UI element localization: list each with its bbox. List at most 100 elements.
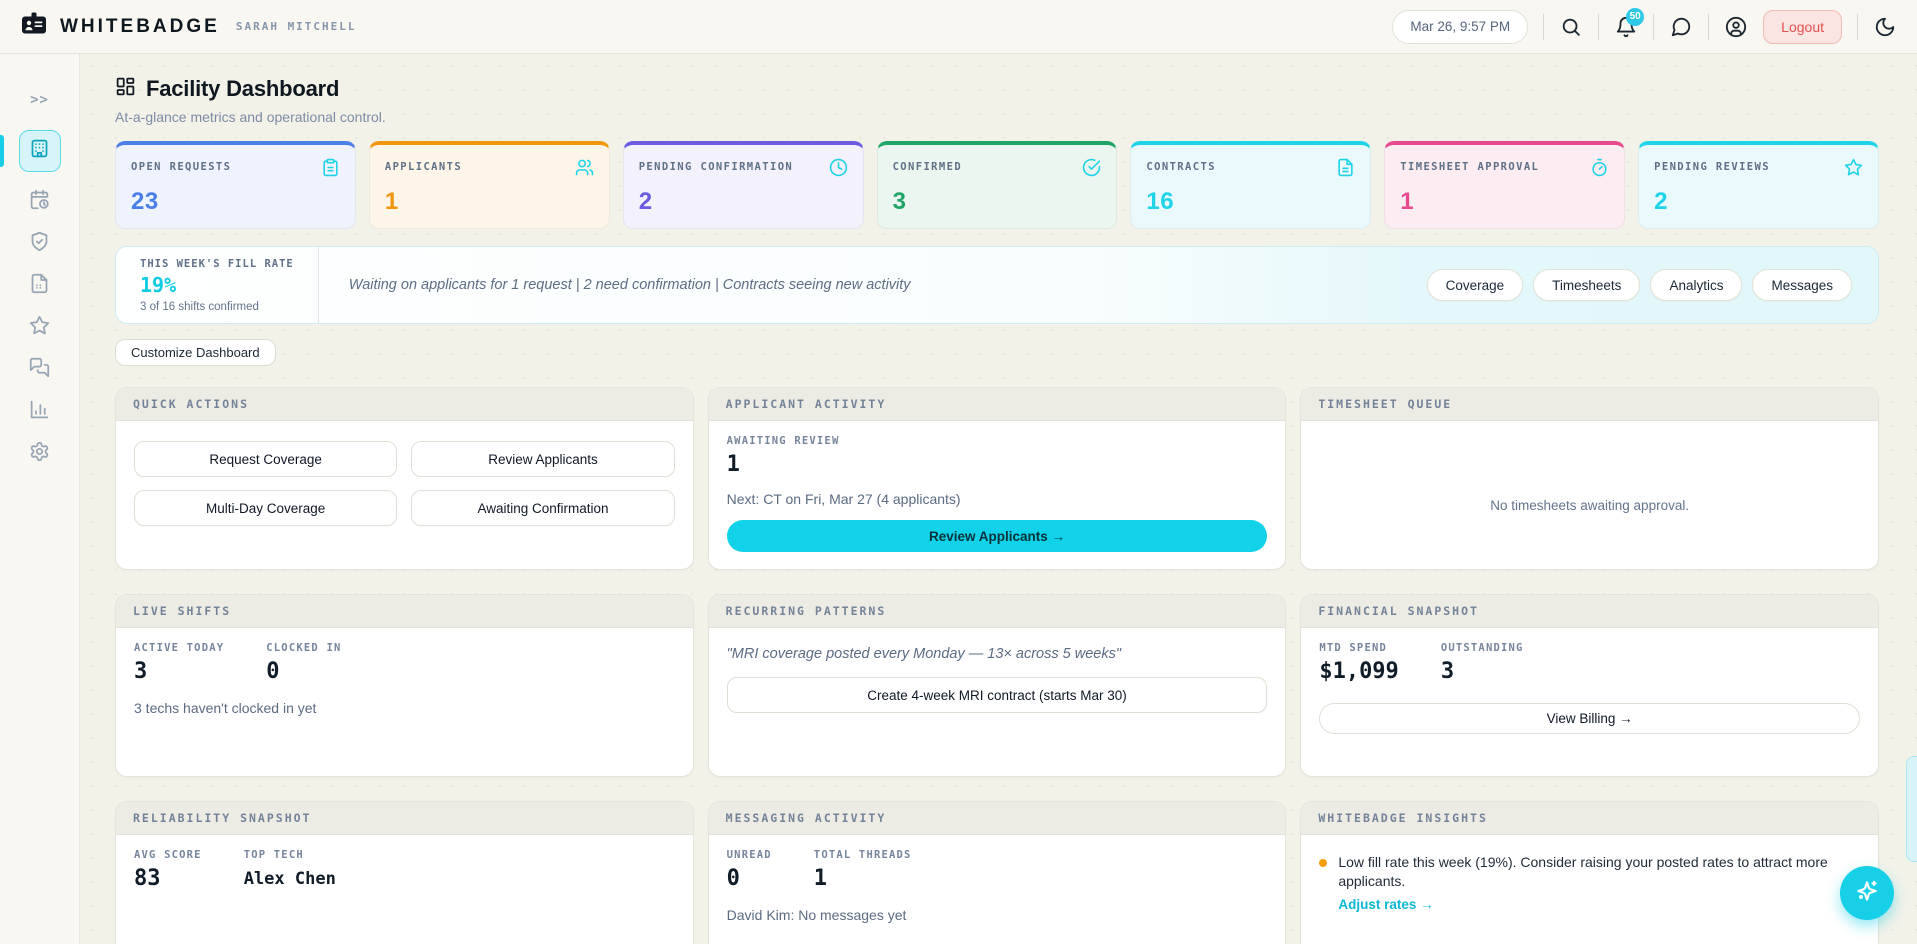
latest-thread-note: David Kim: No messages yet [726, 907, 907, 923]
insights-card: WHITEBADGE INSIGHTS Low fill rate this w… [1300, 801, 1879, 944]
settings-icon [29, 441, 50, 467]
create-contract-button[interactable]: Create 4-week MRI contract (starts Mar 3… [726, 677, 1268, 713]
divider [317, 247, 319, 323]
awaiting-confirmation-button[interactable]: Awaiting Confirmation [411, 490, 675, 526]
fill-rate-message: Waiting on applicants for 1 request | 2 … [348, 277, 911, 293]
stat-label: APPLICANTS [384, 161, 463, 173]
stat-card-pending-reviews[interactable]: PENDING REVIEWS 2 [1638, 141, 1879, 229]
timesheet-queue-card: TIMESHEET QUEUE No timesheets awaiting a… [1300, 387, 1879, 570]
card-title: APPLICANT ACTIVITY [708, 388, 1286, 421]
stat-card-contracts[interactable]: CONTRACTS 16 [1130, 141, 1372, 229]
review-applicants-button[interactable]: Review Applicants [411, 441, 675, 477]
sidebar-item-documents[interactable] [20, 273, 60, 298]
timesheets-link[interactable]: Timesheets [1533, 269, 1641, 301]
dashboard-grid-icon [115, 76, 136, 102]
stopwatch-icon [1590, 158, 1609, 182]
stat-value: 1 [384, 188, 399, 215]
sidebar-item-settings[interactable] [20, 441, 60, 467]
stat-label: CONFIRMED [892, 161, 963, 173]
stat-card-pending-confirmation[interactable]: PENDING CONFIRMATION 2 [622, 141, 864, 229]
sidebar-item-messages[interactable] [20, 357, 60, 383]
pattern-quote: "MRI coverage posted every Monday — 13× … [726, 646, 1121, 662]
cards-grid: QUICK ACTIONS Request Coverage Review Ap… [115, 387, 1879, 944]
page-subtitle: At-a-glance metrics and operational cont… [115, 109, 386, 125]
review-applicants-cta[interactable]: Review Applicants → [726, 520, 1268, 552]
sparkles-icon [1854, 878, 1880, 909]
right-edge-drawer-handle[interactable] [1906, 756, 1917, 862]
next-shift-note: Next: CT on Fri, Mar 27 (4 applicants) [726, 491, 961, 507]
view-billing-button[interactable]: View Billing → [1319, 703, 1860, 734]
calendar-clock-icon [29, 189, 50, 215]
stat-value: 2 [638, 188, 653, 215]
card-title: QUICK ACTIONS [116, 388, 693, 421]
users-icon [575, 158, 594, 182]
stat-card-timesheet-approval[interactable]: TIMESHEET APPROVAL 1 [1384, 141, 1626, 229]
star-icon [1844, 158, 1863, 182]
fill-rate-banner: THIS WEEK'S FILL RATE 19% 3 of 16 shifts… [115, 246, 1879, 324]
file-text-icon [1336, 158, 1355, 182]
card-title: LIVE SHIFTS [116, 595, 693, 628]
card-title: TIMESHEET QUEUE [1301, 388, 1878, 421]
coverage-link[interactable]: Coverage [1426, 269, 1524, 301]
stat-value: 23 [131, 188, 159, 215]
messaging-activity-card: MESSAGING ACTIVITY UNREAD 0 TOTAL THREAD… [707, 801, 1287, 944]
sidebar-item-reviews[interactable] [20, 315, 60, 340]
search-icon[interactable] [1559, 15, 1583, 39]
multi-day-coverage-button[interactable]: Multi-Day Coverage [134, 490, 398, 526]
stat-value: 1 [1400, 188, 1415, 215]
sidebar-item-analytics[interactable] [20, 400, 60, 424]
notification-badge: 50 [1626, 7, 1645, 26]
stat-value: 3 [892, 188, 907, 215]
clock-icon [829, 158, 848, 182]
analytics-link[interactable]: Analytics [1650, 269, 1743, 301]
messages-icon [29, 357, 50, 383]
fill-rate-value: 19% [140, 273, 177, 297]
stat-label: PENDING CONFIRMATION [638, 161, 794, 173]
top-tech-stat: TOP TECH Alex Chen [243, 849, 336, 889]
sidebar-item-schedule[interactable] [20, 189, 60, 215]
bell-icon[interactable]: 50 [1614, 7, 1645, 39]
logout-button[interactable]: Logout [1763, 9, 1842, 44]
badge-logo-icon [20, 11, 48, 42]
outstanding-stat: OUTSTANDING 3 [1440, 642, 1524, 684]
assistant-fab-button[interactable] [1840, 866, 1894, 920]
avg-score-stat: AVG SCORE 83 [134, 849, 202, 891]
shield-check-icon [29, 231, 50, 257]
chat-icon[interactable] [1669, 15, 1693, 39]
datetime-pill[interactable]: Mar 26, 9:57 PM [1392, 9, 1529, 44]
stat-card-applicants[interactable]: APPLICANTS 1 [368, 141, 610, 229]
stat-value: 2 [1654, 188, 1668, 215]
card-title: RELIABILITY SNAPSHOT [116, 802, 693, 835]
card-title: RECURRING PATTERNS [708, 595, 1286, 628]
building-icon [29, 138, 50, 164]
divider [1653, 13, 1655, 40]
check-circle-icon [1082, 158, 1101, 182]
stat-card-confirmed[interactable]: CONFIRMED 3 [876, 141, 1118, 229]
recurring-patterns-card: RECURRING PATTERNS "MRI coverage posted … [707, 594, 1287, 777]
user-icon[interactable] [1724, 15, 1748, 39]
customize-dashboard-button[interactable]: Customize Dashboard [115, 339, 276, 366]
sidebar-expand-button[interactable]: >> [20, 88, 60, 112]
stat-value: 16 [1146, 188, 1175, 215]
card-title: MESSAGING ACTIVITY [708, 802, 1286, 835]
messages-link[interactable]: Messages [1752, 269, 1852, 301]
brand-name: WHITEBADGE [60, 15, 220, 37]
divider [1598, 13, 1600, 40]
fill-rate-label: THIS WEEK'S FILL RATE [140, 258, 294, 270]
sidebar-item-dashboard[interactable] [0, 130, 61, 172]
fill-rate-detail: 3 of 16 shifts confirmed [140, 301, 259, 313]
insight-bullet [1319, 859, 1328, 867]
stat-label: PENDING REVIEWS [1654, 161, 1770, 173]
stat-card-open-requests[interactable]: OPEN REQUESTS 23 [115, 141, 356, 229]
active-today-stat: ACTIVE TODAY 3 [134, 642, 225, 684]
adjust-rates-link[interactable]: Adjust rates → [1338, 896, 1434, 912]
request-coverage-button[interactable]: Request Coverage [134, 441, 398, 477]
sidebar-item-compliance[interactable] [20, 231, 60, 257]
stat-label: OPEN REQUESTS [131, 161, 232, 173]
stat-label: TIMESHEET APPROVAL [1400, 161, 1540, 173]
awaiting-review-value: 1 [726, 452, 740, 477]
current-user-name: SARAH MITCHELL [235, 20, 357, 33]
clocked-in-stat: CLOCKED IN 0 [266, 642, 342, 684]
unread-stat: UNREAD 0 [726, 849, 772, 891]
moon-icon[interactable] [1873, 15, 1897, 39]
